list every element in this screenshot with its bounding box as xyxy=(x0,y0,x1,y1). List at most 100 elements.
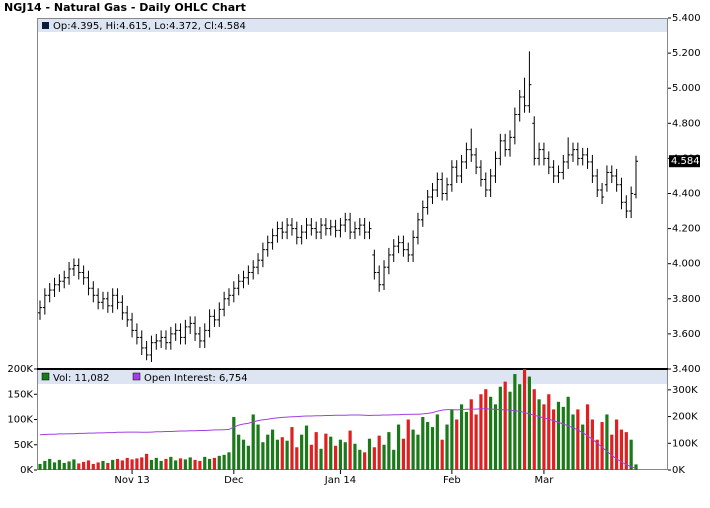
volume-bar xyxy=(464,411,469,470)
y-tick-label: 4.000 xyxy=(672,259,701,270)
volume-bar xyxy=(401,438,406,470)
volume-bar xyxy=(159,460,163,470)
last-price-box xyxy=(669,155,700,168)
volume-bar xyxy=(193,459,197,470)
volume-bar xyxy=(367,438,372,470)
volume-bar xyxy=(246,445,250,470)
volume-bar xyxy=(396,424,401,470)
y-tick-label: 5.200 xyxy=(672,48,701,59)
volume-bar xyxy=(154,457,158,470)
chart-title: NGJ14 - Natural Gas - Daily OHLC Chart xyxy=(4,1,246,14)
y2-tick-label: 200K xyxy=(672,412,698,423)
volume-bar xyxy=(595,439,599,470)
volume-bar xyxy=(489,396,493,470)
volume-bar xyxy=(145,453,149,470)
volume-bar xyxy=(455,419,459,470)
volume-bar xyxy=(450,409,454,470)
volume-bar xyxy=(72,459,76,470)
volume-bar xyxy=(285,440,289,470)
volume-bar xyxy=(610,434,614,470)
volume-bar xyxy=(619,429,624,470)
volume-bar xyxy=(149,459,154,470)
volume-bar xyxy=(82,461,86,470)
volume-bar xyxy=(222,454,226,470)
open-interest-line xyxy=(39,408,637,469)
volume-bar xyxy=(406,419,410,470)
volume-bar xyxy=(634,464,638,470)
volume-bar xyxy=(232,416,236,470)
volume-bar xyxy=(290,427,294,470)
volume-bar xyxy=(304,425,309,470)
y2-tick-label: 300K xyxy=(672,385,698,396)
volume-bar xyxy=(624,432,628,470)
y-tick-label: 100K xyxy=(7,415,33,426)
x-tick-label: Dec xyxy=(224,475,243,486)
volume-bar xyxy=(280,437,284,470)
volume-bar xyxy=(135,458,139,470)
volume-bar xyxy=(527,376,531,470)
y-tick-label: 5.000 xyxy=(672,83,701,94)
volume-bar xyxy=(566,396,570,470)
y-tick-label: 5.400 xyxy=(672,13,701,24)
volume-bar xyxy=(251,414,255,470)
volume-bar xyxy=(164,458,168,470)
volume-bar xyxy=(518,384,522,470)
volume-bar xyxy=(38,463,42,470)
volume-bar xyxy=(556,401,561,470)
volume-bar xyxy=(522,369,527,470)
volume-bar xyxy=(77,463,81,470)
volume-bar xyxy=(629,439,633,470)
volume-bar xyxy=(333,445,338,470)
volume-bar xyxy=(421,416,425,470)
volume-bar xyxy=(435,414,439,470)
x-tick-label: Mar xyxy=(534,475,554,486)
y-tick-label: 3.800 xyxy=(672,294,701,305)
y-tick-label: 50K xyxy=(14,440,34,451)
y-tick-label: 4.200 xyxy=(672,224,701,235)
volume-bar xyxy=(329,436,333,470)
volume-bar xyxy=(338,439,343,470)
volume-bar xyxy=(498,386,502,470)
volume-bar xyxy=(343,442,347,470)
volume-bar xyxy=(207,458,212,470)
volume-bar xyxy=(430,427,435,470)
volume-bar xyxy=(377,435,381,470)
volume-bar xyxy=(67,461,71,470)
volume-bar xyxy=(270,429,275,470)
volume-bar xyxy=(426,422,430,470)
volume-bar xyxy=(348,430,352,470)
volume-bar xyxy=(295,447,299,470)
volume-bar xyxy=(324,433,328,470)
volume-bar xyxy=(96,462,100,470)
volume-bar xyxy=(571,414,575,470)
volume-bar xyxy=(411,429,415,470)
volume-bar xyxy=(309,444,313,470)
volume-bar xyxy=(314,432,318,470)
volume-bar xyxy=(48,458,52,470)
volume-bar xyxy=(459,404,464,470)
volume-bar xyxy=(130,459,134,470)
y-tick-label: 0K xyxy=(20,465,33,476)
volume-bar xyxy=(445,424,449,470)
volume-bar xyxy=(217,455,221,470)
volume-bar xyxy=(513,374,517,470)
volume-bar xyxy=(275,439,280,470)
volume-bar xyxy=(86,460,91,470)
volume-bar xyxy=(319,448,323,470)
volume-bar xyxy=(57,459,61,470)
volume-bar xyxy=(585,404,590,470)
volume-bar xyxy=(188,457,192,470)
volume-bar xyxy=(140,457,144,470)
volume-bar xyxy=(552,409,556,470)
volume-bar xyxy=(111,459,115,470)
volume-bar xyxy=(474,414,478,470)
volume-bar xyxy=(382,444,386,470)
volume-bar xyxy=(440,439,444,470)
volume-bar xyxy=(387,432,391,470)
volume-bar xyxy=(508,391,512,470)
volume-bar xyxy=(237,434,241,470)
volume-bar xyxy=(615,419,619,470)
x-tick-label: Feb xyxy=(443,475,461,486)
info-text: Op:4.395, Hi:4.615, Lo:4.372, Cl:4.584 xyxy=(53,21,246,32)
